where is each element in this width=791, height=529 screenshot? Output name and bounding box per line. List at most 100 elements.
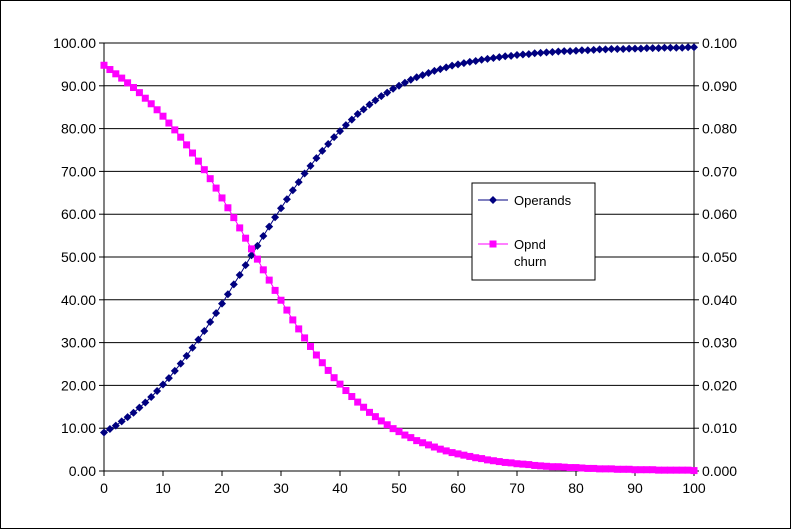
- data-point: [466, 452, 474, 460]
- y-left-tick-label: 10.00: [61, 420, 96, 436]
- data-point: [572, 464, 580, 472]
- data-point: [448, 449, 456, 457]
- data-point: [118, 74, 126, 82]
- data-point: [318, 359, 326, 367]
- data-point: [117, 417, 126, 426]
- data-point: [288, 186, 297, 195]
- data-point: [513, 460, 521, 468]
- data-point: [684, 43, 693, 52]
- data-point: [235, 270, 244, 279]
- data-point: [607, 465, 615, 473]
- data-point: [613, 44, 622, 53]
- data-point: [483, 54, 492, 63]
- data-point: [218, 194, 226, 202]
- y-left-tick-label: 50.00: [61, 249, 96, 265]
- data-point: [419, 439, 427, 447]
- data-point: [430, 66, 439, 75]
- y-left-tick-label: 70.00: [61, 163, 96, 179]
- x-tick-label: 90: [627, 480, 643, 496]
- y-right-tick-label: 0.100: [702, 35, 737, 51]
- data-point: [135, 89, 143, 97]
- data-point: [111, 421, 120, 430]
- data-point: [330, 133, 339, 142]
- data-point: [159, 112, 167, 120]
- data-point: [583, 46, 592, 55]
- data-point: [389, 84, 398, 93]
- x-tick-label: 50: [391, 480, 407, 496]
- series-line: [103, 46, 694, 433]
- data-point: [566, 47, 575, 56]
- data-point: [548, 47, 557, 56]
- y-left-tick-label: 0.00: [69, 463, 96, 479]
- data-point: [530, 49, 539, 58]
- data-point: [448, 61, 457, 70]
- data-point: [383, 421, 391, 429]
- data-point: [471, 56, 480, 65]
- data-point: [277, 204, 285, 213]
- data-point: [383, 88, 392, 97]
- data-point: [495, 458, 503, 466]
- data-point: [159, 380, 167, 389]
- data-point: [282, 195, 291, 204]
- y-right-tick-label: 0.080: [702, 121, 737, 137]
- data-point: [430, 443, 438, 451]
- data-point: [684, 466, 692, 474]
- data-point: [312, 351, 320, 359]
- x-tick-label: 70: [509, 480, 525, 496]
- data-point: [371, 413, 379, 421]
- data-point: [371, 96, 380, 105]
- y-right-tick-label: 0.010: [702, 420, 737, 436]
- data-point: [507, 459, 515, 467]
- data-point: [472, 454, 480, 462]
- data-point: [224, 204, 232, 212]
- data-point: [300, 169, 309, 178]
- data-point: [400, 78, 409, 87]
- data-point: [171, 126, 179, 134]
- data-point: [407, 434, 415, 442]
- data-point: [637, 466, 645, 474]
- data-point: [241, 261, 250, 270]
- data-point: [678, 466, 686, 474]
- data-point: [631, 44, 639, 53]
- data-point: [519, 460, 527, 468]
- y-left-tick-label: 100.00: [53, 35, 96, 51]
- y-left-tick-label: 90.00: [61, 78, 96, 94]
- data-point: [566, 464, 574, 472]
- data-point: [189, 149, 196, 157]
- y-left-tick-label: 40.00: [61, 292, 96, 308]
- data-point: [619, 465, 627, 473]
- data-point: [477, 55, 486, 64]
- data-point: [354, 398, 362, 406]
- data-point: [112, 70, 120, 78]
- data-point: [495, 53, 504, 62]
- data-point: [666, 466, 674, 474]
- data-point: [625, 44, 634, 53]
- data-point: [648, 44, 657, 53]
- x-tick-label: 40: [332, 480, 348, 496]
- x-tick-label: 80: [568, 480, 584, 496]
- data-point: [589, 45, 598, 54]
- data-point: [212, 184, 220, 192]
- data-point: [642, 44, 651, 53]
- data-point: [141, 94, 149, 102]
- x-tick-label: 60: [450, 480, 466, 496]
- data-point: [613, 465, 621, 473]
- data-point: [395, 81, 403, 90]
- data-point: [590, 464, 598, 472]
- data-point: [188, 343, 197, 352]
- data-point: [489, 457, 497, 465]
- data-point: [141, 398, 150, 407]
- axes: [99, 42, 699, 476]
- data-point: [442, 447, 450, 455]
- y-right-tick-label: 0.070: [702, 163, 737, 179]
- data-point: [259, 232, 268, 241]
- data-point: [177, 133, 185, 141]
- data-point: [294, 178, 303, 187]
- data-point: [295, 325, 303, 333]
- data-point: [165, 119, 173, 127]
- data-point: [418, 71, 427, 80]
- data-point: [643, 466, 651, 474]
- data-point: [147, 100, 155, 108]
- data-point: [147, 392, 156, 401]
- data-point: [229, 280, 238, 289]
